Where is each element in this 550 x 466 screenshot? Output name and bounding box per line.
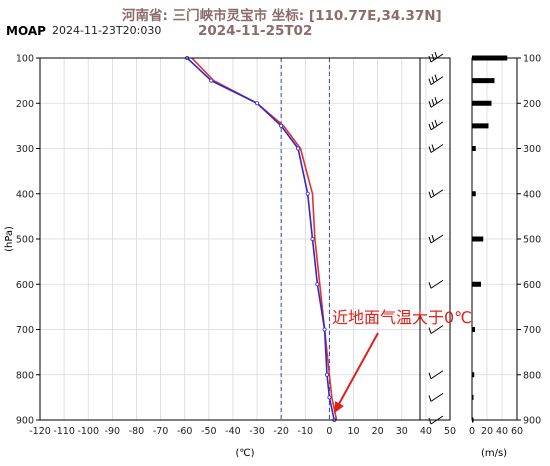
wind-speed-bar — [472, 327, 475, 332]
data-point-dewpoint — [310, 236, 315, 241]
wind-barb — [428, 189, 444, 199]
x-tick-label: -110 — [53, 426, 75, 437]
app-label: MOAP — [6, 24, 46, 38]
bar-y-tick-label: 700 — [523, 325, 541, 336]
x-tick-label: -90 — [105, 426, 121, 437]
bar-y-tick-label: 800 — [523, 370, 541, 381]
wind-barb — [428, 370, 444, 380]
x-tick-label: 50 — [444, 426, 456, 437]
y-tick-label: 100 — [16, 54, 34, 65]
x-tick-label: -40 — [225, 426, 241, 437]
wind-speed-bar — [472, 191, 476, 197]
x-tick-label: -80 — [129, 426, 145, 437]
x-tick-label: -60 — [177, 426, 193, 437]
bar-x-axis-label: (m/s) — [481, 448, 507, 459]
annotation: 近地面气温大于0℃ — [332, 308, 472, 414]
annotation-text: 近地面气温大于0℃ — [332, 308, 472, 327]
wind-barb — [428, 119, 444, 131]
y-tick-label: 600 — [16, 280, 34, 291]
wind-barb — [428, 279, 444, 289]
y-tick-label: 900 — [16, 416, 34, 427]
wind-barbs — [428, 51, 444, 425]
x-tick-label: 30 — [396, 426, 408, 437]
x-tick-label: 20 — [372, 426, 384, 437]
bar-y-tick-label: 400 — [523, 189, 541, 200]
wind-speed-bar — [472, 394, 474, 400]
data-point-dewpoint — [279, 123, 284, 128]
data-point-dewpoint — [324, 372, 329, 377]
bar-y-tick-label: 300 — [523, 144, 541, 155]
reference-lines — [280, 58, 330, 420]
data-point-dewpoint — [327, 395, 332, 400]
data-point-dewpoint — [255, 101, 260, 106]
x-tick-label: -120 — [29, 426, 51, 437]
x-tick-label: -20 — [273, 426, 289, 437]
run-time: 2024-11-23T20:030 — [52, 24, 162, 37]
chart-title: 河南省: 三门峡市灵宝市 坐标: [110.77E,34.37N] — [122, 8, 442, 24]
wind-speed-bar — [472, 146, 476, 151]
wind-speed-bar — [472, 100, 492, 106]
data-point-dewpoint — [305, 191, 310, 196]
bar-x-tick-label: 20 — [481, 426, 493, 437]
bar-y-tick-label: 200 — [523, 99, 541, 110]
x-tick-label: -30 — [249, 426, 265, 437]
data-point-dewpoint — [296, 146, 301, 151]
wind-speed-bar — [472, 372, 475, 378]
wind-speed-bar — [472, 236, 484, 242]
x-tick-label: -50 — [201, 426, 217, 437]
y-axis-label: (hPa) — [4, 226, 15, 252]
data-point-dewpoint — [315, 282, 320, 287]
wind-barb — [428, 97, 444, 108]
x-tick-label: -70 — [153, 426, 169, 437]
y-tick-label: 400 — [16, 189, 34, 200]
barbs-panel-frame — [419, 57, 451, 421]
y-tick-label: 200 — [16, 99, 34, 110]
valid-time: 2024-11-25T02 — [198, 23, 313, 39]
data-point-dewpoint — [209, 78, 214, 83]
wind-speed-bar — [472, 78, 495, 84]
tick-labels: -120 -110 -100 -90 -80 -70 -60 -50 -40 -30 -20 -10 0… — [16, 54, 541, 438]
bar-x-tick-label: 40 — [496, 426, 508, 437]
y-tick-label: 500 — [16, 235, 34, 246]
annotation-arrow-head — [334, 401, 344, 414]
wind-barb — [428, 74, 444, 86]
y-tick-label: 300 — [16, 144, 34, 155]
bar-x-tick-label: 0 — [469, 426, 475, 437]
x-tick-label: 10 — [347, 426, 359, 437]
wind-barb — [428, 51, 444, 63]
y-tick-label: 800 — [16, 370, 34, 381]
x-tick-label: 0 — [326, 426, 332, 437]
x-axis-label: (℃) — [235, 448, 254, 459]
wind-barb — [428, 144, 444, 153]
bar-y-tick-label: 500 — [523, 235, 541, 246]
wind-speed-bar — [472, 123, 489, 129]
y-tick-label: 700 — [16, 325, 34, 336]
bar-y-tick-label: 100 — [523, 54, 541, 65]
wind-speed-bar — [472, 281, 481, 287]
wind-barb — [428, 392, 444, 402]
x-tick-label: -10 — [298, 426, 314, 437]
wind-barb — [428, 325, 444, 334]
x-tick-label: -100 — [77, 426, 99, 437]
main-grid — [39, 57, 451, 421]
x-tick-label: 40 — [420, 426, 432, 437]
bar-y-tick-label: 600 — [523, 280, 541, 291]
wind-barb — [428, 234, 444, 244]
bar-x-tick-label: 60 — [511, 426, 523, 437]
bar-y-tick-label: 900 — [523, 416, 541, 427]
annotation-arrow-shaft — [337, 332, 379, 406]
series-line-dewpoint — [186, 57, 335, 421]
data-point-dewpoint — [322, 327, 327, 332]
